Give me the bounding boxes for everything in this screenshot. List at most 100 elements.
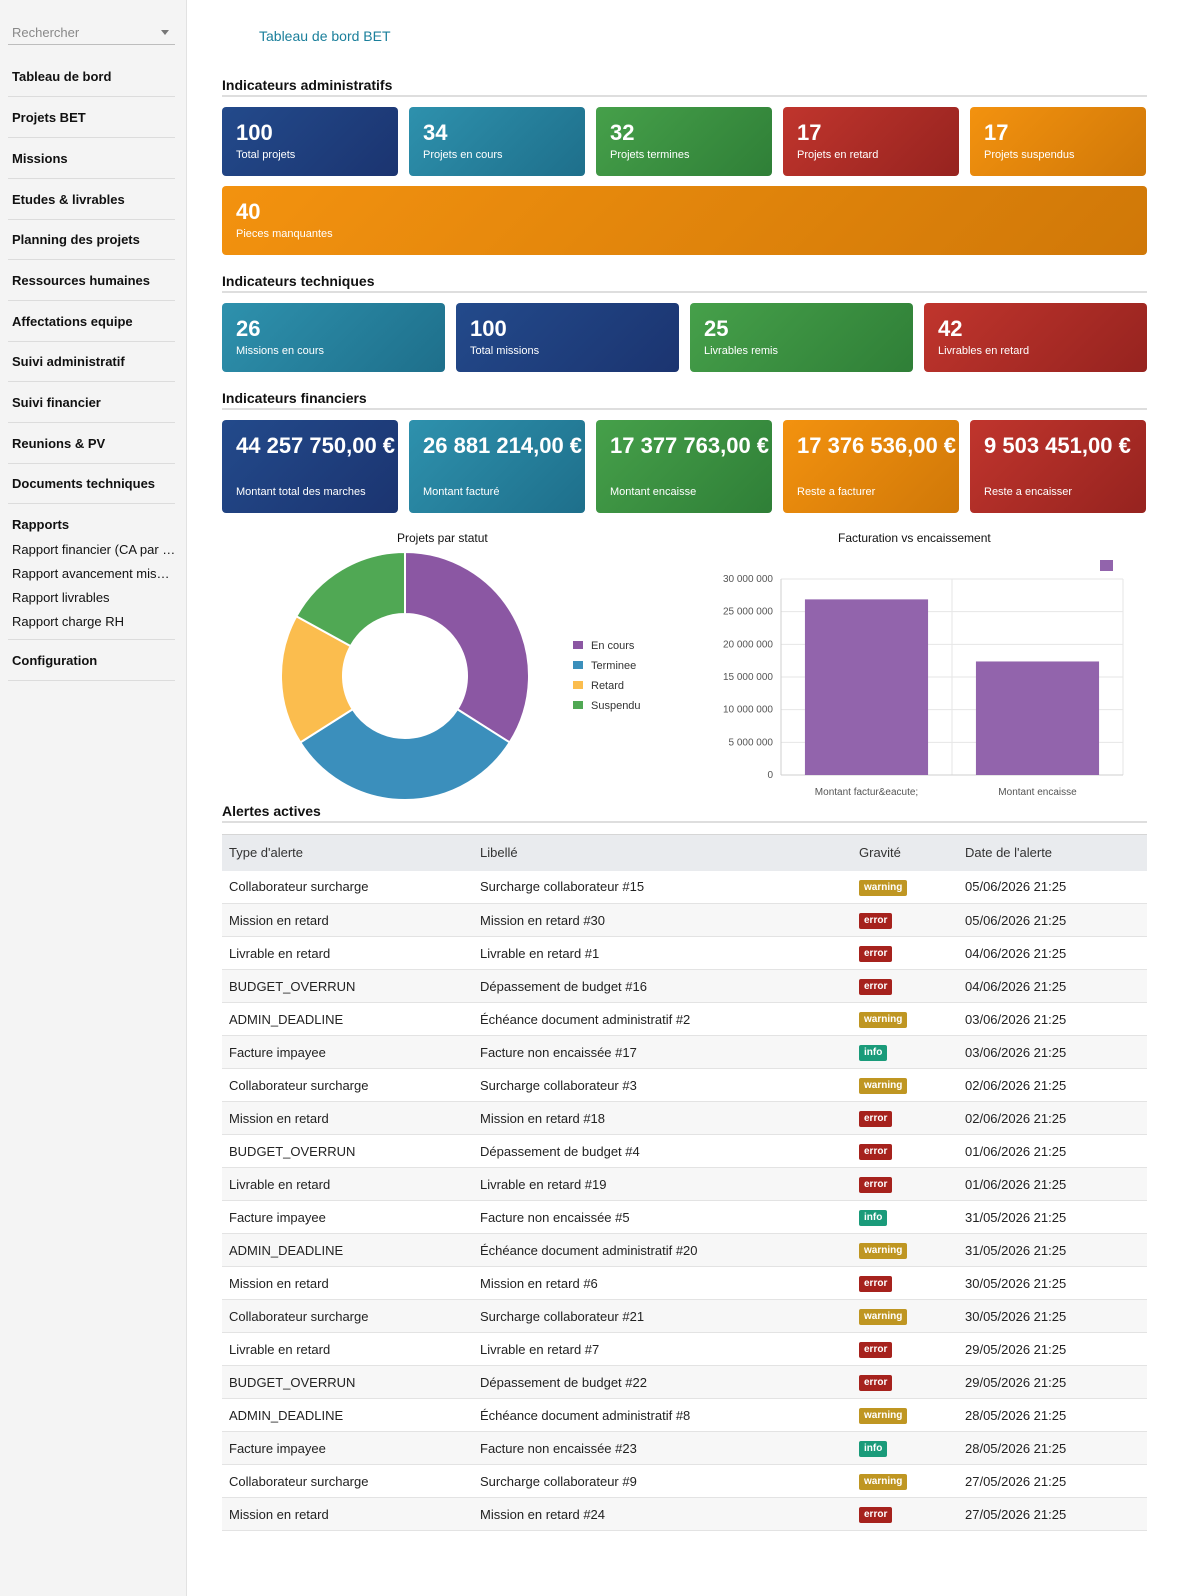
legend-item[interactable]: Terminee xyxy=(573,660,636,672)
chevron-down-icon[interactable] xyxy=(161,30,169,35)
bar-chart: 0 5 000 000 10 000 000 15 000 000 20 000 000… xyxy=(723,560,1124,798)
severity-badge: warning xyxy=(859,879,908,896)
legend-swatch xyxy=(573,681,583,689)
table-row[interactable]: Livrable en retard Livrable en retard #1 e… xyxy=(222,937,1147,970)
table-row[interactable]: Livrable en retard Livrable en retard #7 e… xyxy=(222,1333,1147,1366)
column-header-type[interactable]: Type d'alerte xyxy=(222,834,473,871)
table-row[interactable]: Mission en retard Mission en retard #24 er… xyxy=(222,1497,1147,1531)
sidebar-item-suivi-financier[interactable]: Suivi financier xyxy=(8,382,175,423)
legend-item[interactable]: En cours xyxy=(573,640,634,652)
section-title-tech: Indicateurs techniques xyxy=(222,273,1147,293)
cell-date: 29/05/2026 21:25 xyxy=(965,1341,1067,1357)
table-row[interactable]: ADMIN_DEADLINE Échéance document administ… xyxy=(222,1233,1147,1267)
donut-slice-suspendu[interactable] xyxy=(294,550,406,648)
sidebar-item-reunions-pv[interactable]: Reunions & PV xyxy=(8,423,175,464)
table-row[interactable]: Collaborateur surcharge Surcharge collabo… xyxy=(222,871,1147,904)
legend-item[interactable]: Retard xyxy=(573,680,624,692)
sidebar-item-label: Configuration xyxy=(12,653,98,668)
table-row[interactable]: Mission en retard Mission en retard #6 err… xyxy=(222,1267,1147,1300)
bar-chart-title: Facturation vs encaissement xyxy=(838,531,991,545)
table-row[interactable]: Mission en retard Mission en retard #30 er… xyxy=(222,903,1147,937)
legend-label: Suspendu xyxy=(591,700,641,712)
y-tick-label: 0 xyxy=(767,770,773,781)
cell-date: 02/06/2026 21:25 xyxy=(965,1110,1067,1126)
cell-label: Facture non encaissée #17 xyxy=(480,1044,637,1060)
kpi-label: Projets suspendus xyxy=(984,149,1075,161)
kpi-card-montant-total[interactable]: 44 257 750,00 € Montant total des marche… xyxy=(222,420,398,513)
table-row[interactable]: BUDGET_OVERRUN Dépassement de budget #16 e… xyxy=(222,969,1147,1003)
cell-date: 01/06/2026 21:25 xyxy=(965,1143,1067,1159)
table-row[interactable]: Collaborateur surcharge Surcharge collabo… xyxy=(222,1465,1147,1498)
kpi-value: 17 xyxy=(797,120,822,145)
table-row[interactable]: ADMIN_DEADLINE Échéance document administ… xyxy=(222,1003,1147,1036)
kpi-label: Reste a facturer xyxy=(797,486,876,498)
legend-item[interactable]: Suspendu xyxy=(573,700,641,712)
column-header-libelle[interactable]: Libellé xyxy=(473,834,852,871)
kpi-card-reste-a-encaisser[interactable]: 9 503 451,00 € Reste a encaisser xyxy=(970,420,1146,513)
kpi-value: 26 xyxy=(236,316,261,341)
cell-type: Livrable en retard xyxy=(229,1176,331,1192)
cell-date: 30/05/2026 21:25 xyxy=(965,1275,1067,1291)
sidebar-item-ressources-humaines[interactable]: Ressources humaines xyxy=(8,260,175,301)
table-row[interactable]: Mission en retard Mission en retard #18 er… xyxy=(222,1101,1147,1135)
kpi-card-livrables-en-retard[interactable]: 42 Livrables en retard xyxy=(924,303,1147,372)
table-row[interactable]: Facture impayee Facture non encaissée #23… xyxy=(222,1431,1147,1465)
kpi-card-montant-encaisse[interactable]: 17 377 763,00 € Montant encaisse xyxy=(596,420,772,513)
table-row[interactable]: Facture impayee Facture non encaissée #5 i… xyxy=(222,1201,1147,1234)
sidebar-item-planning[interactable]: Planning des projets xyxy=(8,219,175,260)
sidebar-item-documents-techniques[interactable]: Documents techniques xyxy=(8,463,175,504)
donut-slice-terminee[interactable] xyxy=(298,707,512,801)
cell-severity: error xyxy=(852,1102,958,1135)
x-tick-label: Montant encaisse xyxy=(998,787,1077,798)
severity-badge: error xyxy=(859,946,893,962)
sidebar-subitem-rapport-financier[interactable]: Rapport financier (CA par projet) xyxy=(12,542,176,557)
table-row[interactable]: BUDGET_OVERRUN Dépassement de budget #22 e… xyxy=(222,1365,1147,1399)
sidebar-item-configuration[interactable]: Configuration xyxy=(8,640,175,681)
donut-slice-en-cours[interactable] xyxy=(404,550,530,744)
cell-label: Facture non encaissée #23 xyxy=(480,1440,637,1456)
bar-2[interactable] xyxy=(975,661,1100,775)
table-row[interactable]: Facture impayee Facture non encaissée #17… xyxy=(222,1035,1147,1069)
table-row[interactable]: ADMIN_DEADLINE Échéance document administ… xyxy=(222,1399,1147,1432)
legend-swatch[interactable] xyxy=(1100,560,1113,571)
severity-badge: warning xyxy=(859,1243,908,1259)
cell-type: Mission en retard xyxy=(229,1110,329,1126)
sidebar-item-tableau-de-bord[interactable]: Tableau de bord xyxy=(8,56,175,97)
sidebar-item-missions[interactable]: Missions xyxy=(8,138,175,179)
kpi-card-total-missions[interactable]: 100 Total missions xyxy=(456,303,679,372)
section-title-admin: Indicateurs administratifs xyxy=(222,77,1147,97)
kpi-card-projets-termines[interactable]: 32 Projets termines xyxy=(596,107,772,176)
bar-1[interactable] xyxy=(804,599,929,775)
table-row[interactable]: BUDGET_OVERRUN Dépassement de budget #4 er… xyxy=(222,1135,1147,1168)
kpi-value: 25 xyxy=(704,316,729,341)
cell-type: Mission en retard xyxy=(229,1506,329,1522)
sidebar-group-label[interactable]: Rapports xyxy=(12,517,70,532)
sidebar-item-affectations[interactable]: Affectations equipe xyxy=(8,301,175,342)
sidebar-item-suivi-administratif[interactable]: Suivi administratif xyxy=(8,341,175,382)
sidebar-subitem-rapport-charge-rh[interactable]: Rapport charge RH xyxy=(12,614,124,629)
kpi-card-projets-suspendus[interactable]: 17 Projets suspendus xyxy=(970,107,1146,176)
table-row[interactable]: Collaborateur surcharge Surcharge collabo… xyxy=(222,1299,1147,1333)
search-input[interactable]: Rechercher xyxy=(8,18,175,45)
cell-severity: warning xyxy=(852,1300,958,1333)
kpi-card-projets-en-retard[interactable]: 17 Projets en retard xyxy=(783,107,959,176)
sidebar-subitem-rapport-avancement[interactable]: Rapport avancement missions xyxy=(12,566,176,581)
sidebar-item-projets-bet[interactable]: Projets BET xyxy=(8,97,175,138)
page-title[interactable]: Tableau de bord BET xyxy=(259,28,391,44)
kpi-card-pieces-manquantes[interactable]: 40 Pieces manquantes xyxy=(222,186,1147,255)
sidebar-item-etudes-livrables[interactable]: Etudes & livrables xyxy=(8,179,175,220)
kpi-card-reste-a-facturer[interactable]: 17 376 536,00 € Reste a facturer xyxy=(783,420,959,513)
kpi-label: Missions en cours xyxy=(236,345,325,357)
kpi-card-projets-en-cours[interactable]: 34 Projets en cours xyxy=(409,107,585,176)
table-row[interactable]: Livrable en retard Livrable en retard #19… xyxy=(222,1167,1147,1201)
severity-badge: error xyxy=(859,1342,893,1358)
kpi-card-montant-facture[interactable]: 26 881 214,00 € Montant facturé xyxy=(409,420,585,513)
sidebar-subitem-rapport-livrables[interactable]: Rapport livrables xyxy=(12,590,110,605)
kpi-card-total-projets[interactable]: 100 Total projets xyxy=(222,107,398,176)
kpi-card-livrables-remis[interactable]: 25 Livrables remis xyxy=(690,303,913,372)
kpi-card-missions-en-cours[interactable]: 26 Missions en cours xyxy=(222,303,445,372)
table-row[interactable]: Collaborateur surcharge Surcharge collabo… xyxy=(222,1069,1147,1102)
severity-badge: error xyxy=(859,1375,893,1391)
column-header-date[interactable]: Date de l'alerte xyxy=(958,834,1147,871)
column-header-gravite[interactable]: Gravité xyxy=(852,834,958,871)
